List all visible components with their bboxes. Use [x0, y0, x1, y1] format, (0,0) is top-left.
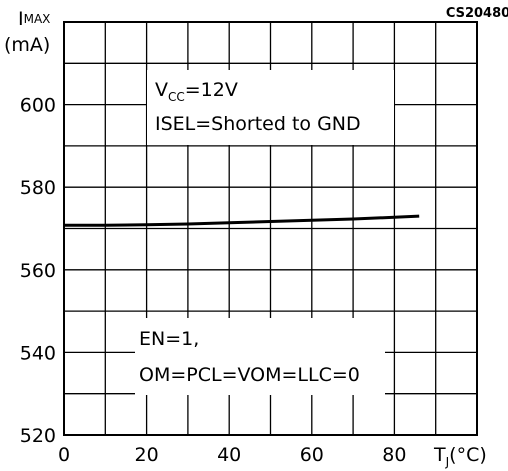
annotation-en-background: [135, 318, 385, 395]
x-axis-label: TJ(°C): [433, 444, 487, 469]
figure-code: CS20480: [446, 6, 508, 21]
annotation-en-line-1: EN=1,: [139, 328, 199, 350]
y-axis-label-main: I: [18, 8, 24, 30]
x-tick-label: 0: [58, 444, 70, 466]
y-tick-label: 540: [20, 342, 56, 364]
y-tick-label: 600: [20, 95, 56, 117]
y-axis-label-sub: MAX: [24, 12, 51, 26]
x-tick-label: 40: [217, 444, 241, 466]
x-tick-label: 20: [135, 444, 159, 466]
annotation-en: EN=1, OM=PCL=VOM=LLC=0: [135, 318, 385, 395]
x-tick-label: 80: [382, 444, 406, 466]
x-tick-label: 60: [300, 444, 324, 466]
x-axis-label-main: T: [433, 444, 446, 466]
y-tick-label: 580: [20, 177, 56, 199]
series-line-imax: [64, 214, 420, 227]
y-axis-label: IMAX: [18, 8, 50, 30]
annotation-vcc: VCC=12V ISEL=Shorted to GND: [147, 70, 394, 145]
series-group: [64, 214, 420, 227]
annotation-vcc-line-1: VCC=12V: [155, 79, 238, 104]
plot-frame: [63, 21, 478, 436]
annotation-vcc-background: [147, 70, 394, 145]
y-tick-label: 560: [20, 260, 56, 282]
y-tick-label: 520: [20, 425, 56, 447]
y-tick-labels: 520 540 560 580 600: [20, 95, 56, 447]
x-tick-labels: 0 20 40 60 80: [58, 444, 407, 466]
annotation-en-line-2: OM=PCL=VOM=LLC=0: [139, 364, 360, 386]
x-axis-label-sub: J: [445, 455, 450, 469]
y-axis-unit: (mA): [4, 34, 50, 56]
x-axis-label-unit: (°C): [449, 444, 487, 466]
annotation-vcc-line-2: ISEL=Shorted to GND: [155, 113, 361, 135]
